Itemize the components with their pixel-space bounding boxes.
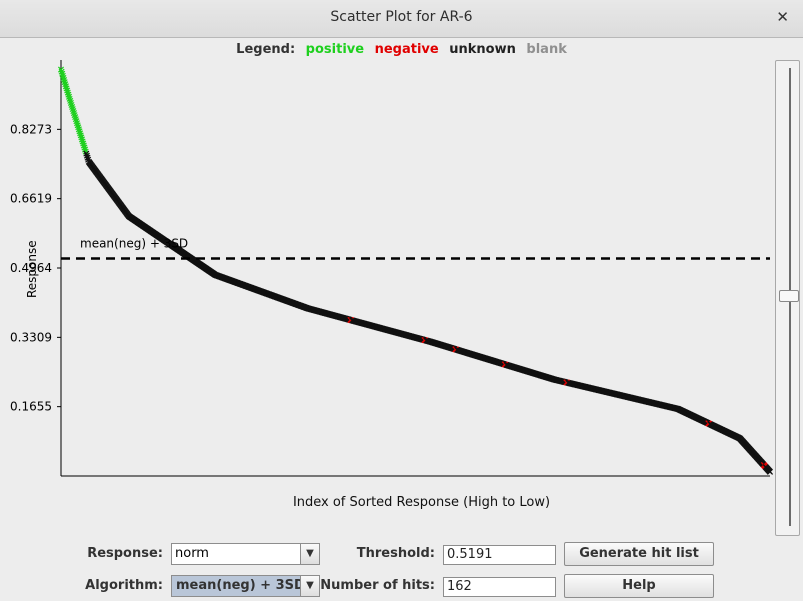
title-bar: Scatter Plot for AR-6 ✕: [0, 0, 803, 38]
y-tick-label: 0.6619: [10, 192, 52, 206]
response-select-value: norm: [175, 546, 209, 561]
legend-item-negative: negative: [374, 42, 439, 57]
slider-thumb[interactable]: [779, 290, 799, 302]
legend-item-blank: blank: [526, 42, 567, 57]
scatter-plot: 0.8273 0.6619 0.4964 0.3309 0.1655 Response m…: [10, 60, 774, 477]
help-button[interactable]: Help: [564, 574, 714, 598]
response-select[interactable]: norm ▼: [171, 543, 320, 565]
close-icon[interactable]: ✕: [776, 8, 789, 26]
legend: Legend: positive negative unknown blank: [0, 42, 803, 57]
hits-input[interactable]: 162: [443, 577, 556, 597]
response-label: Response:: [87, 546, 163, 561]
y-tick-label: 0.4964: [10, 261, 52, 275]
threshold-input[interactable]: 0.5191: [443, 545, 556, 565]
threshold-label: Threshold:: [356, 546, 435, 561]
legend-label: Legend:: [236, 42, 296, 57]
chevron-down-icon[interactable]: ▼: [300, 576, 319, 596]
data-point: [766, 468, 774, 475]
legend-item-positive: positive: [305, 42, 365, 57]
generate-hit-list-button[interactable]: Generate hit list: [564, 542, 714, 566]
chevron-down-icon[interactable]: ▼: [300, 544, 319, 564]
y-tick-label: 0.1655: [10, 400, 52, 414]
algorithm-select[interactable]: mean(neg) + 3SD ▼: [171, 575, 320, 597]
y-axis-label: Response: [25, 240, 39, 298]
y-tick-label: 0.8273: [10, 122, 52, 136]
legend-item-unknown: unknown: [449, 42, 516, 57]
x-axis-label: Index of Sorted Response (High to Low): [292, 495, 551, 510]
y-tick-label: 0.3309: [10, 330, 52, 344]
hits-label: Number of hits:: [320, 578, 435, 593]
algorithm-select-value: mean(neg) + 3SD: [172, 576, 309, 596]
window-title: Scatter Plot for AR-6: [330, 9, 473, 25]
algorithm-label: Algorithm:: [85, 578, 163, 593]
threshold-label: mean(neg) + 3SD: [80, 236, 188, 250]
